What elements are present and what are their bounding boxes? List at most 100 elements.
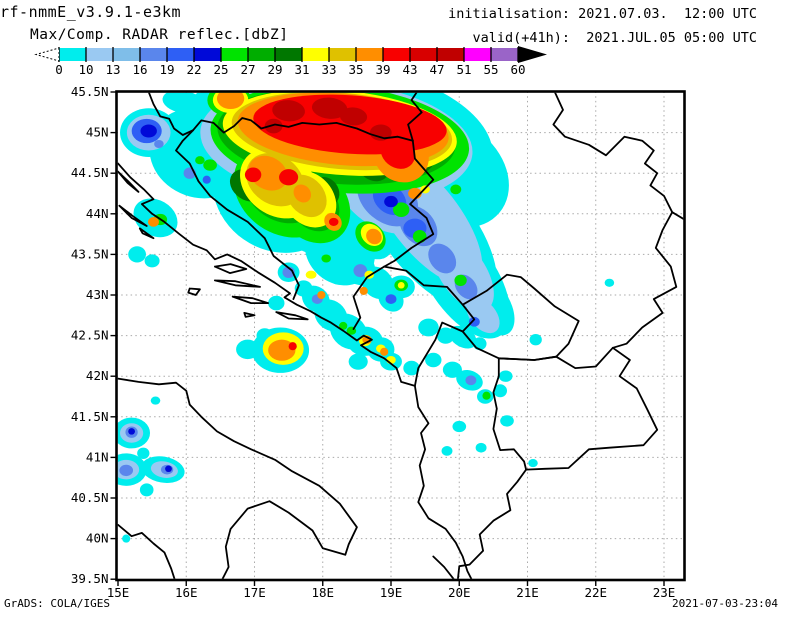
radar-echo — [339, 107, 368, 126]
colorbar-tick-label: 55 — [483, 62, 498, 77]
lat-tick-label: 41.5N — [71, 409, 109, 424]
border-path — [275, 311, 309, 321]
lat-tick-label: 42.5N — [71, 328, 109, 343]
colorbar-segment — [86, 48, 113, 61]
lat-tick-label: 40.5N — [71, 490, 109, 505]
radar-echo — [468, 316, 480, 327]
lat-tick-label: 44.5N — [71, 165, 109, 180]
border-path — [407, 92, 423, 142]
radar-echo — [162, 92, 204, 114]
colorbar-segment — [248, 48, 275, 61]
lat-tick-label: 45N — [86, 125, 109, 140]
colorbar-segment — [410, 48, 437, 61]
lat-tick-label: 40N — [86, 531, 109, 546]
colorbar-segment — [383, 48, 410, 61]
radar-echo — [268, 295, 285, 311]
radar-echo — [203, 159, 217, 171]
lon-tick-label: 15E — [107, 585, 130, 600]
lat-tick-label: 43.5N — [71, 246, 109, 261]
lat-tick-label: 39.5N — [71, 571, 109, 586]
radar-echo — [328, 217, 339, 226]
initialisation-time: initialisation: 2021.07.03. 12:00 UTC — [448, 6, 757, 22]
radar-echo — [380, 347, 389, 356]
lat-tick-label: 43N — [86, 287, 109, 302]
radar-echo — [321, 254, 331, 263]
border-path — [214, 263, 248, 274]
product-title: Max/Comp. RADAR reflec.[dbZ] — [30, 27, 289, 43]
lon-tick-label: 19E — [380, 585, 403, 600]
radar-echo — [264, 118, 283, 134]
colorbar-segment — [437, 48, 464, 61]
radar-echo — [393, 202, 410, 218]
radar-echo — [122, 534, 131, 543]
colorbar-segment — [59, 48, 86, 61]
radar-echo — [403, 360, 420, 376]
radar-echo — [493, 384, 508, 398]
radar-echo — [498, 370, 513, 382]
radar-echo — [380, 135, 416, 169]
radar-echo — [144, 254, 160, 268]
colorbar-labels: 0 10 13 16 19 22 25 27 29 31 33 35 39 43 47 51 55 60 — [55, 62, 525, 77]
radar-echo — [137, 447, 150, 459]
lat-tick-label: 41N — [86, 449, 109, 464]
radar-echo — [288, 342, 297, 351]
radar-echo — [472, 337, 487, 351]
colorbar-tick-label: 25 — [213, 62, 228, 77]
border-path — [461, 273, 580, 361]
radar-echo — [425, 352, 442, 368]
radar-echo — [450, 184, 462, 195]
border-path — [383, 139, 435, 268]
colorbar-segment — [194, 48, 221, 61]
border-path — [457, 468, 527, 579]
radar-echo — [311, 97, 348, 119]
radar-echo — [418, 318, 439, 337]
radar-echo — [528, 459, 538, 468]
colorbar-segment — [329, 48, 356, 61]
country-borders — [117, 92, 684, 579]
colorbar-tick-label: 35 — [348, 62, 363, 77]
colorbar-tick-label: 31 — [294, 62, 309, 77]
colorbar-tick-label: 43 — [402, 62, 417, 77]
radar-echo — [272, 100, 305, 122]
colorbar-segment — [167, 48, 194, 61]
radar-echo — [384, 195, 398, 208]
border-path — [117, 170, 140, 193]
border-path — [117, 162, 473, 579]
radar-echo — [244, 167, 262, 183]
colorbar-segment — [464, 48, 491, 61]
colorbar-overflow-arrow — [518, 46, 547, 63]
colorbar-segment — [491, 48, 518, 61]
lon-tick-label: 23E — [653, 585, 676, 600]
radar-echo — [428, 243, 457, 274]
border-path — [552, 92, 678, 349]
border-path — [148, 92, 414, 142]
radar-echo — [139, 483, 154, 497]
radar-echo — [412, 230, 427, 243]
colorbar-segment — [221, 48, 248, 61]
border-path — [187, 287, 201, 296]
grads-credit: GrADS: COLA/IGES — [4, 597, 110, 610]
colorbar-segment — [356, 48, 383, 61]
colorbar-tick-label: 29 — [267, 62, 282, 77]
colorbar-tick-label: 39 — [375, 62, 390, 77]
radar-echo — [441, 446, 453, 456]
radar-echo — [248, 155, 288, 191]
creation-timestamp: 2021-07-03-23:04 — [672, 597, 778, 610]
border-path — [243, 312, 256, 318]
radar-echo — [359, 286, 368, 295]
radar-echo — [442, 361, 462, 378]
border-path — [414, 321, 464, 387]
radar-echo — [202, 175, 211, 184]
colorbar-tick-label: 51 — [456, 62, 471, 77]
radar-echo — [348, 353, 368, 370]
radar-echo — [454, 274, 467, 287]
border-path — [214, 279, 261, 288]
radar-echo — [369, 124, 392, 141]
radar-echo — [500, 415, 514, 427]
radar-echo — [150, 396, 161, 405]
border-path — [231, 295, 269, 304]
border-path — [492, 346, 659, 471]
radar-echo — [128, 246, 146, 263]
colorbar-tick-label: 19 — [159, 62, 174, 77]
radar-echo — [279, 169, 299, 186]
